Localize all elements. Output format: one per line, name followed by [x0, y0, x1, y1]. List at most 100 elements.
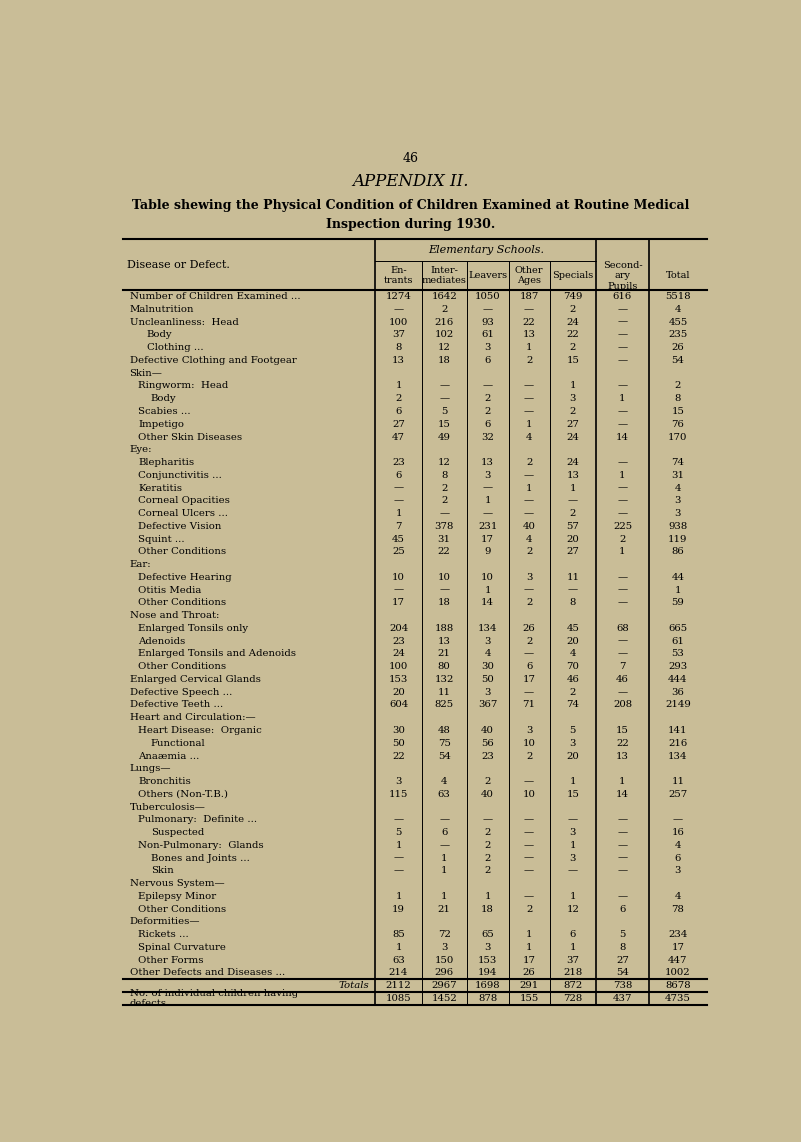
Text: Totals: Totals — [338, 981, 369, 990]
Text: 1: 1 — [525, 483, 533, 492]
Text: —: — — [439, 394, 449, 403]
Text: 7: 7 — [619, 662, 626, 671]
Text: 61: 61 — [481, 330, 494, 339]
Text: Other Defects and Diseases ...: Other Defects and Diseases ... — [130, 968, 285, 978]
Text: 37: 37 — [566, 956, 579, 965]
Text: —: — — [524, 650, 534, 659]
Text: 10: 10 — [522, 739, 536, 748]
Text: 1: 1 — [525, 930, 533, 939]
Text: 50: 50 — [481, 675, 494, 684]
Text: Number of Children Examined ...: Number of Children Examined ... — [130, 292, 300, 301]
Text: Eye:: Eye: — [130, 445, 152, 455]
Text: 938: 938 — [668, 522, 687, 531]
Text: 30: 30 — [481, 662, 494, 671]
Text: 6: 6 — [485, 356, 491, 365]
Text: 4: 4 — [441, 777, 448, 786]
Text: 1: 1 — [395, 509, 402, 518]
Text: 74: 74 — [671, 458, 684, 467]
Text: 872: 872 — [563, 981, 582, 990]
Text: 85: 85 — [392, 930, 405, 939]
Text: 15: 15 — [671, 407, 684, 416]
Text: 44: 44 — [671, 573, 684, 582]
Text: 378: 378 — [434, 522, 454, 531]
Text: Non-Pulmonary:  Glands: Non-Pulmonary: Glands — [138, 841, 264, 850]
Text: 7: 7 — [395, 522, 402, 531]
Text: 878: 878 — [478, 994, 497, 1003]
Text: —: — — [393, 853, 404, 862]
Text: 3: 3 — [485, 637, 491, 645]
Text: 3: 3 — [485, 943, 491, 952]
Text: 1: 1 — [570, 777, 576, 786]
Text: 54: 54 — [616, 968, 629, 978]
Text: 2: 2 — [526, 904, 533, 914]
Text: 1: 1 — [485, 586, 491, 595]
Text: Malnutrition: Malnutrition — [130, 305, 194, 314]
Text: —: — — [618, 305, 627, 314]
Text: 738: 738 — [613, 981, 632, 990]
Text: 10: 10 — [522, 790, 536, 798]
Text: 2: 2 — [396, 394, 401, 403]
Text: 4: 4 — [674, 483, 681, 492]
Text: Specials: Specials — [552, 271, 594, 280]
Text: —: — — [618, 687, 627, 697]
Text: 665: 665 — [668, 624, 687, 633]
Text: 1002: 1002 — [665, 968, 690, 978]
Text: 170: 170 — [668, 433, 687, 442]
Text: 4: 4 — [485, 650, 491, 659]
Text: 17: 17 — [481, 534, 494, 544]
Text: 1452: 1452 — [432, 994, 457, 1003]
Text: —: — — [393, 867, 404, 876]
Text: —: — — [439, 841, 449, 850]
Text: Corneal Ulcers ...: Corneal Ulcers ... — [138, 509, 228, 518]
Text: 1: 1 — [674, 586, 681, 595]
Text: —: — — [618, 841, 627, 850]
Text: —: — — [524, 815, 534, 825]
Text: 293: 293 — [668, 662, 687, 671]
Text: 25: 25 — [392, 547, 405, 556]
Text: —: — — [524, 305, 534, 314]
Text: Squint ...: Squint ... — [138, 534, 185, 544]
Text: 17: 17 — [392, 598, 405, 608]
Text: 24: 24 — [566, 458, 579, 467]
Text: 48: 48 — [438, 726, 451, 735]
Text: —: — — [618, 892, 627, 901]
Text: 23: 23 — [481, 751, 494, 761]
Text: Body: Body — [147, 330, 172, 339]
Text: Inspection during 1930.: Inspection during 1930. — [326, 218, 495, 231]
Text: 2: 2 — [485, 407, 491, 416]
Text: —: — — [482, 305, 493, 314]
Text: 3: 3 — [674, 509, 681, 518]
Text: 54: 54 — [438, 751, 451, 761]
Text: 1: 1 — [619, 394, 626, 403]
Text: 26: 26 — [523, 624, 535, 633]
Text: 257: 257 — [668, 790, 687, 798]
Text: 63: 63 — [392, 956, 405, 965]
Text: —: — — [524, 867, 534, 876]
Text: 26: 26 — [671, 344, 684, 352]
Text: 3: 3 — [525, 726, 533, 735]
Text: 2: 2 — [485, 828, 491, 837]
Text: 2112: 2112 — [385, 981, 412, 990]
Text: 1: 1 — [525, 943, 533, 952]
Text: 36: 36 — [671, 687, 684, 697]
Text: Other Conditions: Other Conditions — [138, 904, 226, 914]
Text: —: — — [393, 586, 404, 595]
Text: 15: 15 — [438, 420, 451, 428]
Text: 115: 115 — [388, 790, 409, 798]
Text: 6: 6 — [441, 828, 448, 837]
Text: 2: 2 — [570, 509, 576, 518]
Text: 30: 30 — [392, 726, 405, 735]
Text: 1: 1 — [395, 841, 402, 850]
Text: —: — — [524, 853, 534, 862]
Text: Other Conditions: Other Conditions — [138, 662, 226, 671]
Text: 23: 23 — [392, 637, 405, 645]
Text: 49: 49 — [438, 433, 451, 442]
Text: 20: 20 — [392, 687, 405, 697]
Text: 3: 3 — [525, 573, 533, 582]
Text: Others (Non-T.B.): Others (Non-T.B.) — [138, 790, 228, 798]
Text: —: — — [618, 356, 627, 365]
Text: —: — — [524, 381, 534, 391]
Text: —: — — [524, 497, 534, 505]
Text: 1: 1 — [525, 344, 533, 352]
Text: —: — — [618, 867, 627, 876]
